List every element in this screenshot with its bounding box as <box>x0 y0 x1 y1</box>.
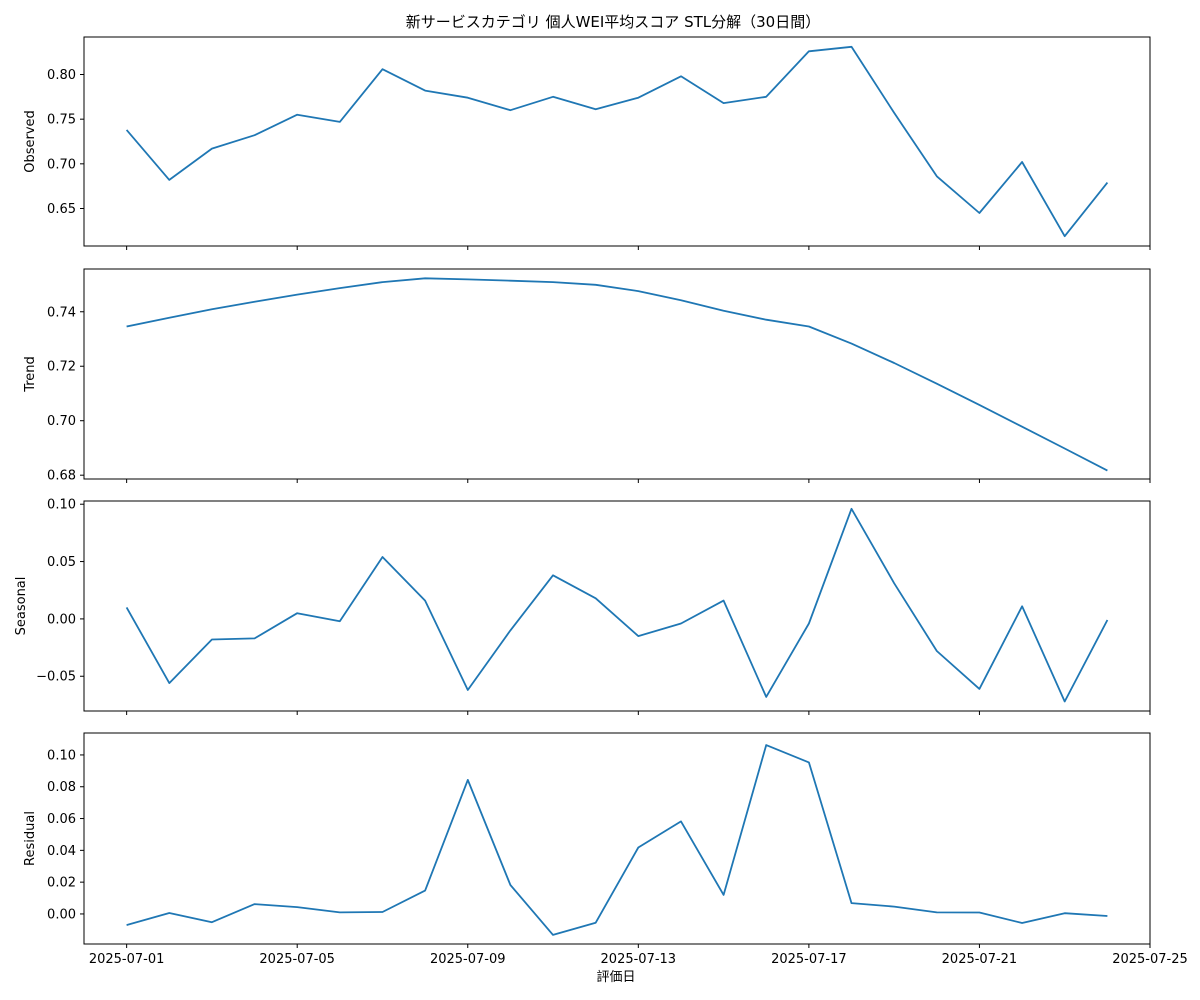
x-tick-label: 2025-07-09 <box>430 952 506 967</box>
y-tick-label: 0.00 <box>47 907 76 922</box>
y-tick-label: 0.80 <box>47 68 76 83</box>
series-line-trend <box>126 277 1108 472</box>
panel-frame-observed <box>83 36 1151 247</box>
x-tick-label: 2025-07-17 <box>771 952 847 967</box>
y-tick-label: 0.74 <box>47 305 76 320</box>
x-tick-label: 2025-07-21 <box>942 952 1018 967</box>
series-line-observed <box>125 45 1109 238</box>
y-tick-label: 0.70 <box>47 157 76 172</box>
x-tick-label: 2025-07-25 <box>1112 952 1188 967</box>
panel-frame-trend <box>83 268 1151 480</box>
y-tick-label: 0.02 <box>47 876 76 891</box>
y-tick-label: 0.06 <box>47 812 76 827</box>
x-tick-label: 2025-07-13 <box>601 952 677 967</box>
x-tick-label: 2025-07-05 <box>259 952 335 967</box>
y-tick-label: 0.72 <box>47 360 76 375</box>
y-tick-label: 0.08 <box>47 780 76 795</box>
y-tick-label: 0.75 <box>47 113 76 128</box>
series-line-seasonal <box>125 507 1109 703</box>
y-tick-label: 0.65 <box>47 202 76 217</box>
series-line-residual <box>126 744 1108 936</box>
y-axis-label-seasonal: Seasonal <box>14 577 29 636</box>
y-tick-label: 0.04 <box>47 844 76 859</box>
chart-title: 新サービスカテゴリ 個人WEI平均スコア STL分解（30日間） <box>406 13 820 31</box>
y-tick-label: 0.00 <box>47 612 76 627</box>
y-tick-label: 0.05 <box>47 555 76 570</box>
y-tick-label: −0.05 <box>36 670 76 685</box>
y-tick-label: 0.68 <box>47 469 76 484</box>
y-axis-label-trend: Trend <box>23 356 38 393</box>
panels: 0.65 0.70 0.75 0.80 Observed 0.68 0.70 0.72 0.74… <box>14 36 1188 967</box>
panel-frame-residual <box>83 732 1151 945</box>
y-tick-label: 0.10 <box>47 498 76 513</box>
x-axis-label: 評価日 <box>596 970 635 985</box>
y-axis-label-residual: Residual <box>23 811 38 866</box>
x-tick-label: 2025-07-01 <box>89 952 165 967</box>
panel-frame-seasonal <box>83 500 1151 712</box>
y-tick-label: 0.70 <box>47 414 76 429</box>
y-axis-label-observed: Observed <box>23 110 38 173</box>
y-tick-label: 0.10 <box>47 748 76 763</box>
